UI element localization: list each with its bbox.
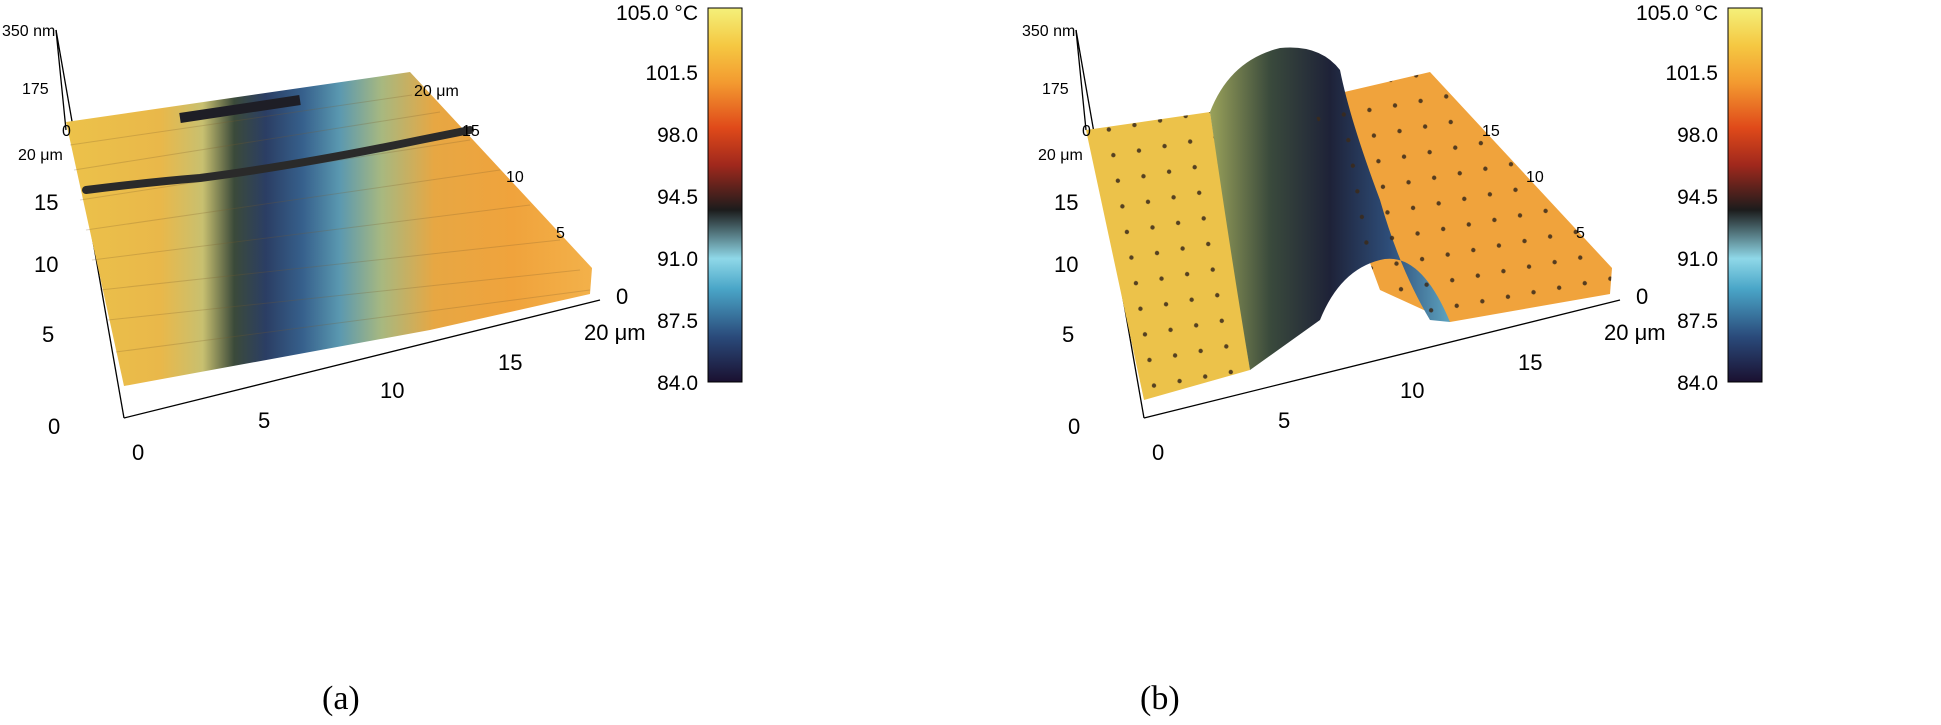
cb-label-b-5: 87.5 — [1677, 310, 1718, 333]
y-tick-b-2: 10 — [1054, 252, 1078, 277]
x-tick-b-2: 10 — [1400, 378, 1424, 403]
surface-plot-b: 350 nm 175 0 20 μm 15 10 5 0 0 5 10 15 2… — [1022, 2, 1763, 465]
x-tick-a-2: 10 — [380, 378, 404, 403]
z-tick-b-1: 175 — [1042, 81, 1069, 98]
back-tick-a-3: 5 — [556, 225, 565, 242]
x-tick-a-1: 5 — [258, 408, 270, 433]
cb-label-a-3: 94.5 — [657, 186, 698, 209]
back-tick-a-1: 15 — [462, 123, 480, 140]
x-tick-b-3: 15 — [1518, 350, 1542, 375]
cb-label-b-0: 105.0 °C — [1636, 2, 1718, 25]
back-tick-a-4: 0 — [616, 284, 628, 309]
z-tick-a-0: 350 nm — [2, 23, 55, 40]
cb-label-a-6: 84.0 — [657, 372, 698, 395]
y-tick-a-2: 10 — [34, 252, 58, 277]
cb-label-a-2: 98.0 — [657, 124, 698, 147]
back-tick-b-3: 0 — [1636, 284, 1648, 309]
x-tick-b-4: 20 μm — [1604, 320, 1666, 345]
z-tick-a-1: 175 — [22, 81, 49, 98]
back-tick-a-2: 10 — [506, 169, 524, 186]
colorbar-a — [707, 7, 743, 383]
z-tick-b-2: 0 — [1082, 123, 1091, 140]
cb-label-a-0: 105.0 °C — [616, 2, 698, 25]
x-tick-b-0: 0 — [1152, 440, 1164, 465]
surface-a — [66, 72, 592, 386]
cb-label-b-2: 98.0 — [1677, 124, 1718, 147]
cb-label-b-3: 94.5 — [1677, 186, 1718, 209]
y-tick-b-3: 5 — [1062, 322, 1074, 347]
back-tick-a-0: 20 μm — [414, 83, 459, 100]
panel-b: 350 nm 175 0 20 μm 15 10 5 0 0 5 10 15 2… — [1020, 0, 1941, 725]
caption-b: (b) — [1140, 680, 1180, 717]
x-tick-a-0: 0 — [132, 440, 144, 465]
x-tick-a-4: 20 μm — [584, 320, 646, 345]
y-tick-a-1: 15 — [34, 190, 58, 215]
back-tick-b-1: 10 — [1526, 169, 1544, 186]
cb-label-b-4: 91.0 — [1677, 248, 1718, 271]
y-tick-b-1: 15 — [1054, 190, 1078, 215]
cb-label-b-6: 84.0 — [1677, 372, 1718, 395]
x-tick-a-3: 15 — [498, 350, 522, 375]
cb-label-a-4: 91.0 — [657, 248, 698, 271]
cb-label-a-1: 101.5 — [645, 62, 698, 85]
back-tick-b-0: 15 — [1482, 123, 1500, 140]
colorbar-b — [1727, 7, 1763, 383]
y-tick-a-0: 20 μm — [18, 147, 63, 164]
cb-label-a-5: 87.5 — [657, 310, 698, 333]
caption-a: (a) — [322, 680, 360, 717]
surface-plot-a: 350 nm 175 0 20 μm 15 10 5 0 0 5 10 15 2… — [2, 2, 743, 465]
y-tick-b-0: 20 μm — [1038, 147, 1083, 164]
cb-label-b-1: 101.5 — [1665, 62, 1718, 85]
z-tick-a-2: 0 — [62, 123, 71, 140]
back-tick-b-2: 5 — [1576, 225, 1585, 242]
y-tick-b-4: 0 — [1068, 414, 1080, 439]
y-tick-a-4: 0 — [48, 414, 60, 439]
panel-a: 350 nm 175 0 20 μm 15 10 5 0 0 5 10 15 2… — [0, 0, 960, 725]
x-tick-b-1: 5 — [1278, 408, 1290, 433]
z-tick-b-0: 350 nm — [1022, 23, 1075, 40]
y-tick-a-3: 5 — [42, 322, 54, 347]
surface-b-ridge — [1210, 47, 1450, 370]
